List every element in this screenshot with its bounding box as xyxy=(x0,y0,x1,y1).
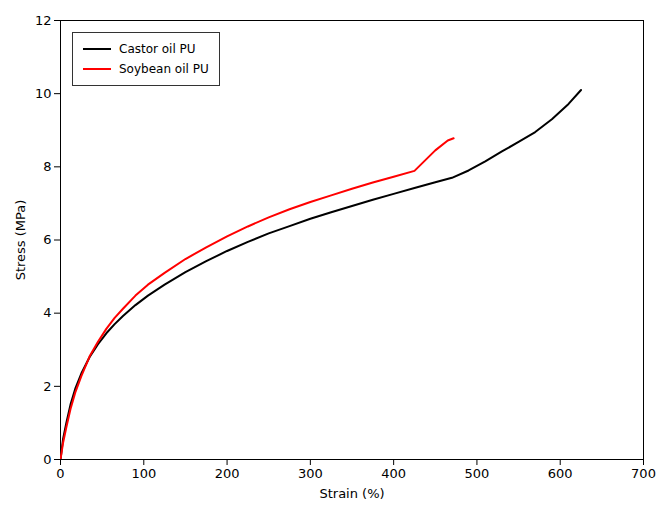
svg-text:500: 500 xyxy=(465,466,490,481)
svg-text:400: 400 xyxy=(381,466,406,481)
svg-text:6: 6 xyxy=(43,232,51,247)
svg-text:200: 200 xyxy=(215,466,240,481)
svg-text:300: 300 xyxy=(298,466,323,481)
html-text:Soybean oil PU: Soybean oil PU xyxy=(119,62,209,76)
svg-text:0: 0 xyxy=(56,466,64,481)
svg-text:700: 700 xyxy=(631,466,656,481)
svg-text:10: 10 xyxy=(35,86,52,101)
svg-text:4: 4 xyxy=(43,305,51,320)
svg-text:0: 0 xyxy=(43,452,51,467)
svg-text:100: 100 xyxy=(131,466,156,481)
html-text:Castor oil PU: Castor oil PU xyxy=(119,42,196,56)
svg-text:12: 12 xyxy=(35,13,52,28)
svg-text:Strain (%): Strain (%) xyxy=(319,486,384,501)
svg-text:600: 600 xyxy=(548,466,573,481)
svg-text:Stress (MPa): Stress (MPa) xyxy=(13,200,28,281)
svg-text:2: 2 xyxy=(43,378,51,393)
svg-text:8: 8 xyxy=(43,159,51,174)
